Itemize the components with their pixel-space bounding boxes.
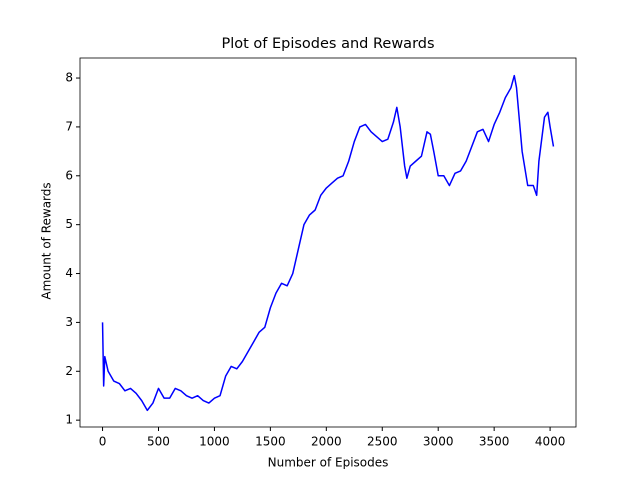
plot-frame — [79, 57, 577, 428]
x-axis-label: Number of Episodes — [268, 456, 389, 470]
x-tick-label: 3000 — [423, 435, 454, 449]
x-tick-label: 0 — [99, 435, 107, 449]
x-tick-label: 1500 — [255, 435, 286, 449]
y-axis-label: Amount of Rewards — [40, 182, 54, 299]
y-tick-label: 2 — [65, 364, 73, 378]
y-tick-label: 8 — [65, 71, 73, 85]
y-tick-label: 7 — [65, 119, 73, 133]
y-tick-label: 4 — [65, 266, 73, 280]
y-tick-label: 3 — [65, 315, 73, 329]
x-tick-label: 500 — [147, 435, 170, 449]
chart-title: Plot of Episodes and Rewards — [221, 36, 434, 52]
x-tick-label: 4000 — [535, 435, 566, 449]
x-tick-label: 1000 — [199, 435, 230, 449]
y-tick-label: 6 — [65, 168, 73, 182]
y-tick-label: 1 — [65, 413, 73, 427]
y-tick-label: 5 — [65, 217, 73, 231]
data-line — [101, 74, 555, 412]
x-tick-label: 2000 — [311, 435, 342, 449]
x-tick-label: 2500 — [367, 435, 398, 449]
x-tick-label: 3500 — [479, 435, 510, 449]
